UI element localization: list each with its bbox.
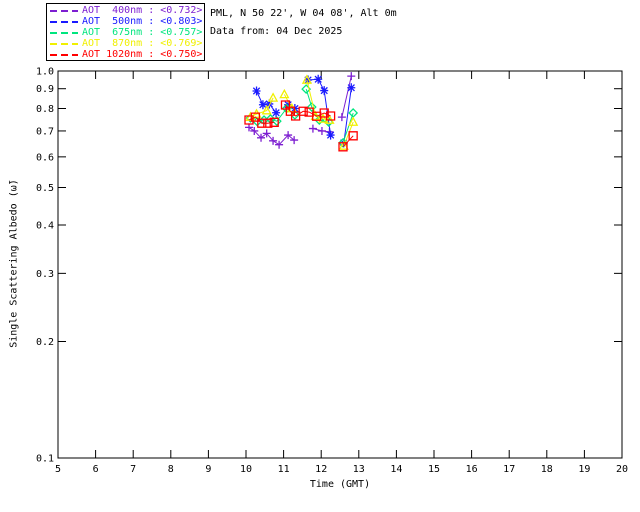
x-tick-label: 6 [93,464,99,475]
x-tick-label: 8 [168,464,174,475]
y-tick-label: 0.1 [36,454,54,465]
y-tick-label: 0.8 [36,104,54,115]
legend-line-sample [50,20,78,23]
x-tick-label: 12 [315,464,327,475]
x-tick-label: 18 [541,464,553,475]
legend-row: AOT 500nm : <0.803> [50,16,203,27]
plot-frame [57,70,623,459]
legend-entry-label: AOT 1020nm : <0.750> [82,49,203,60]
y-tick-label: 1.0 [36,67,54,78]
legend-entry-label: AOT 400nm : <0.732> [82,5,203,16]
legend-line-sample [50,42,78,45]
y-axis-title: Single Scattering Albedo (ω̃) [8,179,20,348]
x-tick-label: 7 [130,464,136,475]
y-tick-label: 0.2 [36,337,54,348]
x-tick-label: 9 [205,464,211,475]
y-tick-label: 0.9 [36,84,54,95]
x-tick-label: 20 [616,464,628,475]
y-tick-label: 0.5 [36,183,54,194]
legend-row: AOT 870nm : <0.769> [50,38,203,49]
x-axis-title: Time (GMT) [309,479,371,490]
legend-line-sample [50,9,78,12]
legend-entry-label: AOT 500nm : <0.803> [82,16,203,27]
legend-line-sample [50,31,78,34]
x-tick-label: 15 [428,464,440,475]
square-marker-aot-1020nm [244,100,358,152]
legend-row: AOT 400nm : <0.732> [50,5,203,16]
x-tick-label: 14 [390,464,402,475]
x-tick-label: 16 [466,464,478,475]
x-tick-label: 5 [55,464,61,475]
x-tick-label: 10 [240,464,252,475]
legend-row: AOT 1020nm : <0.750> [50,49,203,60]
plus-marker-aot-400nm [245,72,356,149]
x-tick-label: 19 [578,464,590,475]
series-line-aot-675nm [250,88,354,144]
plot-title: PML, N 50 22', W 04 08', Alt 0m Data fro… [210,5,397,41]
legend-entry-label: AOT 675nm : <0.757> [82,27,203,38]
y-tick-label: 0.7 [36,126,54,137]
station-location-text: PML, N 50 22', W 04 08', Alt 0m [210,8,397,19]
x-tick-label: 13 [353,464,365,475]
y-tick-label: 0.4 [36,221,54,232]
data-date-text: Data from: 04 Dec 2025 [210,26,343,37]
y-tick-label: 0.3 [36,269,54,280]
x-tick-label: 17 [503,464,515,475]
legend: AOT 400nm : <0.732> AOT 500nm : <0.803> AO… [46,3,205,61]
legend-row: AOT 675nm : <0.757> [50,27,203,38]
legend-line-sample [50,53,78,56]
series-line-aot-870nm [250,79,354,147]
y-tick-label: 0.6 [36,152,54,163]
x-tick-label: 11 [278,464,290,475]
legend-entry-label: AOT 870nm : <0.769> [82,38,203,49]
